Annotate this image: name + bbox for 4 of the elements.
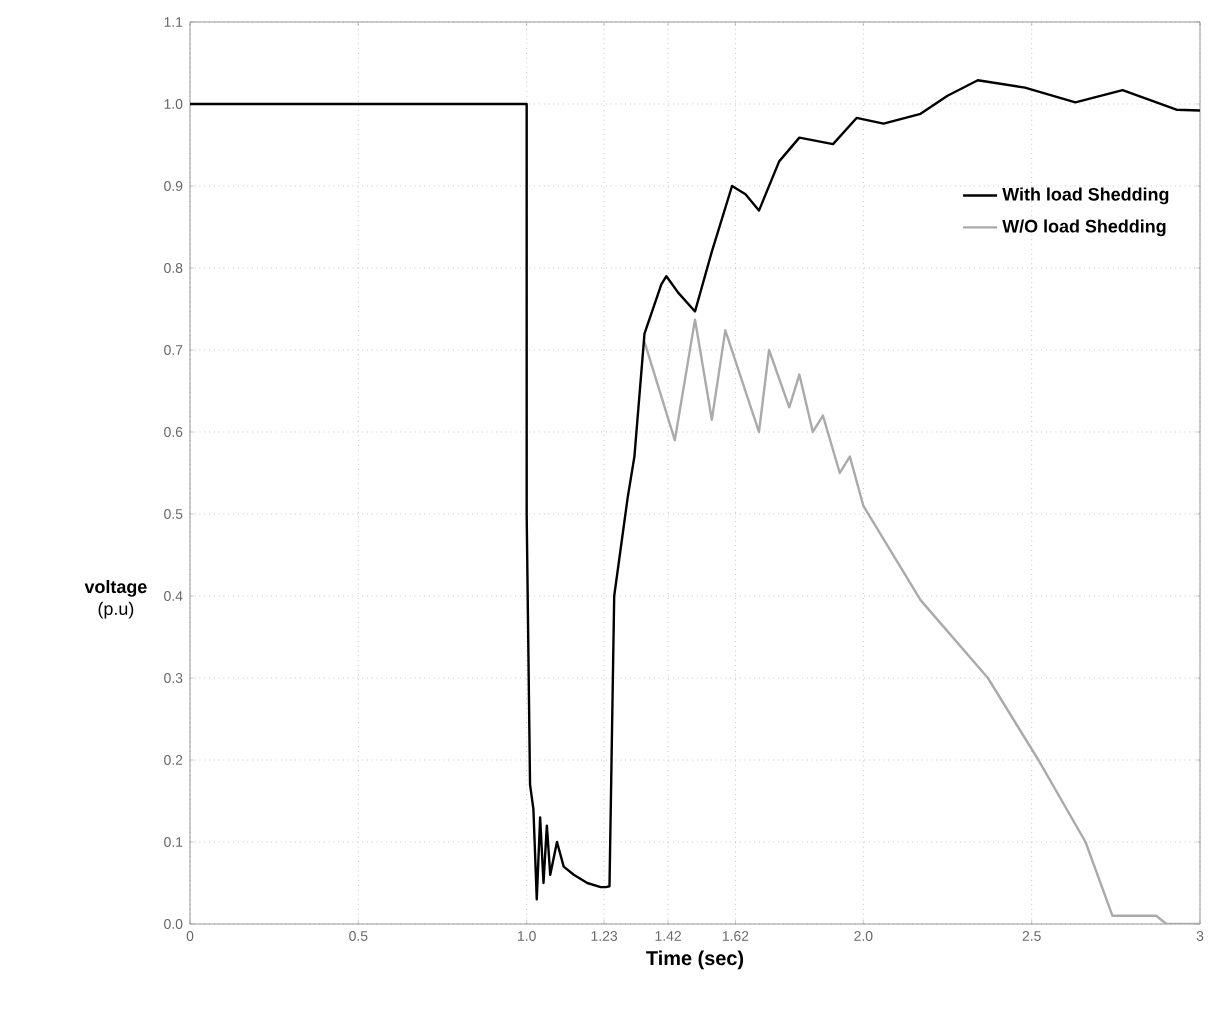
legend-label: With load Shedding <box>1002 187 1169 205</box>
y-axis-title: voltage (p.u) <box>84 579 147 619</box>
legend-label: W/O load Shedding <box>1002 219 1166 237</box>
x-axis-title: Time (sec) <box>646 950 744 970</box>
